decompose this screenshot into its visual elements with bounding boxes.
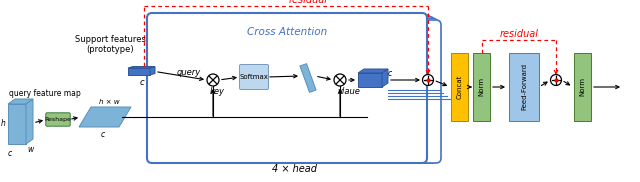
Bar: [473, 53, 490, 121]
Polygon shape: [358, 69, 388, 73]
Polygon shape: [8, 104, 26, 144]
Circle shape: [334, 74, 346, 86]
Polygon shape: [128, 66, 155, 68]
FancyBboxPatch shape: [239, 64, 269, 90]
Polygon shape: [150, 66, 155, 75]
Polygon shape: [128, 68, 150, 75]
Text: residual: residual: [499, 29, 538, 39]
FancyBboxPatch shape: [147, 13, 427, 163]
Text: Reshape: Reshape: [45, 117, 72, 122]
Polygon shape: [79, 107, 131, 127]
Text: query: query: [177, 68, 201, 77]
FancyBboxPatch shape: [150, 15, 431, 163]
Circle shape: [422, 74, 433, 86]
Bar: [509, 53, 539, 121]
Text: h: h: [1, 120, 6, 128]
Text: vlaue: vlaue: [337, 87, 360, 96]
Text: Softmax: Softmax: [239, 74, 268, 80]
Text: Support features
(prototype): Support features (prototype): [75, 35, 145, 54]
Text: c: c: [8, 149, 12, 158]
Text: h × w: h × w: [99, 99, 119, 105]
FancyBboxPatch shape: [46, 113, 70, 126]
Text: Concat: Concat: [456, 75, 463, 99]
Text: Cross Attention: Cross Attention: [247, 27, 327, 37]
Polygon shape: [26, 99, 33, 144]
Bar: [574, 53, 591, 121]
Text: Norm: Norm: [579, 78, 586, 96]
Text: c: c: [388, 69, 392, 78]
FancyBboxPatch shape: [157, 18, 438, 163]
Text: residual: residual: [289, 0, 328, 5]
Polygon shape: [358, 73, 382, 87]
Polygon shape: [8, 99, 33, 104]
FancyBboxPatch shape: [161, 20, 441, 163]
Circle shape: [207, 74, 219, 86]
Text: w: w: [27, 145, 33, 154]
Bar: [451, 53, 468, 121]
Polygon shape: [382, 69, 388, 87]
Text: Norm: Norm: [479, 78, 484, 96]
Polygon shape: [300, 64, 316, 92]
Text: c: c: [140, 78, 144, 87]
Text: 4 × head: 4 × head: [273, 164, 317, 174]
FancyBboxPatch shape: [154, 17, 434, 163]
Text: key: key: [210, 87, 225, 96]
Text: query feature map: query feature map: [9, 89, 81, 98]
Text: c: c: [101, 130, 105, 139]
Circle shape: [550, 74, 561, 86]
Text: Feed-Forward: Feed-Forward: [521, 64, 527, 110]
